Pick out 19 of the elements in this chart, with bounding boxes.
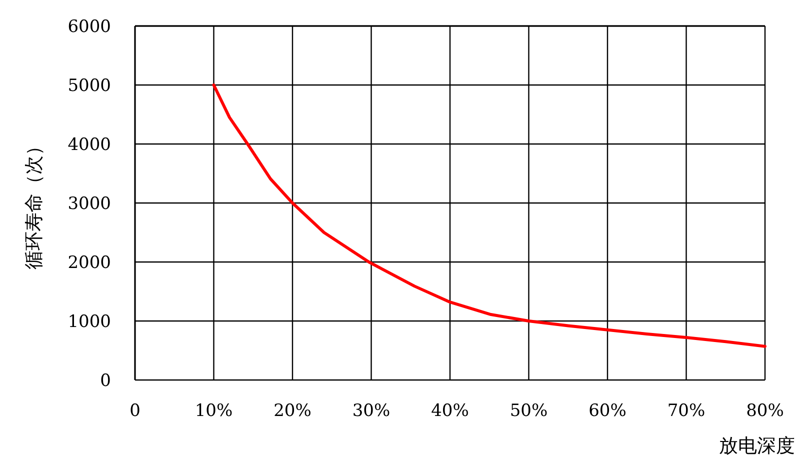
x-tick-label: 70% <box>667 401 706 421</box>
x-tick-label: 80% <box>746 401 784 421</box>
y-tick-label: 6000 <box>68 17 111 37</box>
line-series <box>212 84 766 348</box>
x-tick-label: 20% <box>274 401 312 421</box>
x-tick-label: 0 <box>130 401 140 421</box>
y-tick-label: 1000 <box>68 312 111 332</box>
x-axis-title: 放电深度 <box>719 435 795 457</box>
x-tick-label: 30% <box>352 401 390 421</box>
x-tick-label: 40% <box>431 401 469 421</box>
x-tick-label: 50% <box>510 401 548 421</box>
y-tick-label: 2000 <box>68 253 111 273</box>
y-tick-label: 5000 <box>68 76 111 96</box>
y-axis-title: 循环寿命（次） <box>23 136 45 270</box>
x-tick-label: 60% <box>588 401 626 421</box>
y-tick-label: 0 <box>100 371 111 391</box>
y-tick-label: 4000 <box>68 135 111 155</box>
x-tick-label: 10% <box>194 401 233 421</box>
y-tick-label: 3000 <box>68 194 111 214</box>
